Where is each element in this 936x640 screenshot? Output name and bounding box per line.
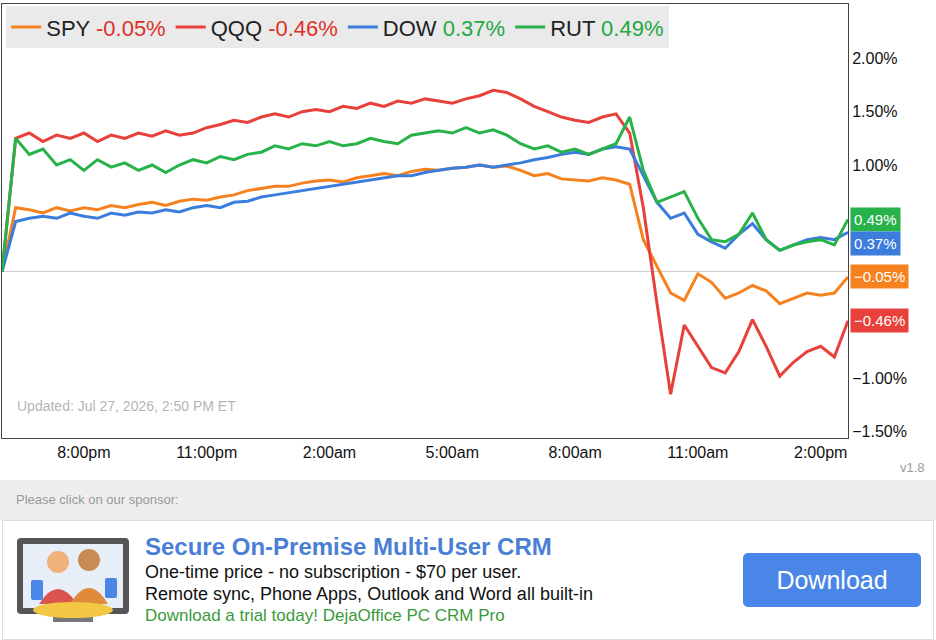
svg-text:QQQ -0.46%: QQQ -0.46% — [211, 16, 338, 41]
svg-text:1.00%: 1.00% — [852, 157, 897, 174]
svg-text:11:00pm: 11:00pm — [176, 444, 237, 461]
svg-text:RUT 0.49%: RUT 0.49% — [550, 16, 663, 41]
svg-text:2.00%: 2.00% — [852, 50, 897, 67]
html-text:Please click on our sponsor:: Please click on our sponsor: — [16, 492, 179, 507]
svg-text:DOW 0.37%: DOW 0.37% — [383, 16, 505, 41]
svg-text:Updated: Jul 27, 2026, 2:50 PM: Updated: Jul 27, 2026, 2:50 PM ET — [17, 398, 236, 414]
svg-text:8:00am: 8:00am — [548, 444, 601, 461]
svg-text:−0.46%: −0.46% — [854, 312, 905, 329]
html-text:Remote sync, Phone Apps, Outlo: Remote sync, Phone Apps, Outlook and Wor… — [145, 584, 593, 604]
svg-text:−0.05%: −0.05% — [854, 268, 905, 285]
svg-text:0.49%: 0.49% — [854, 211, 897, 228]
svg-text:−1.00%: −1.00% — [852, 370, 907, 387]
svg-text:2:00pm: 2:00pm — [794, 444, 847, 461]
svg-text:−1.50%: −1.50% — [852, 423, 907, 440]
svg-text:2:00am: 2:00am — [303, 444, 356, 461]
svg-text:5:00am: 5:00am — [426, 444, 479, 461]
html-text:One-time price - no subscripti: One-time price - no subscription - $70 p… — [145, 562, 522, 582]
html-text:Download: Download — [776, 565, 888, 594]
svg-text:8:00pm: 8:00pm — [57, 444, 110, 461]
svg-text:SPY -0.05%: SPY -0.05% — [46, 16, 165, 41]
svg-text:11:00am: 11:00am — [667, 444, 728, 461]
html-text:Download a trial today! DejaOf: Download a trial today! DejaOffice PC CR… — [145, 606, 505, 625]
svg-text:1.50%: 1.50% — [852, 103, 897, 120]
svg-text:0.37%: 0.37% — [854, 235, 897, 252]
svg-text:v1.8: v1.8 — [900, 460, 925, 475]
html-text:Secure On-Premise Multi-User C: Secure On-Premise Multi-User CRM — [145, 533, 552, 560]
